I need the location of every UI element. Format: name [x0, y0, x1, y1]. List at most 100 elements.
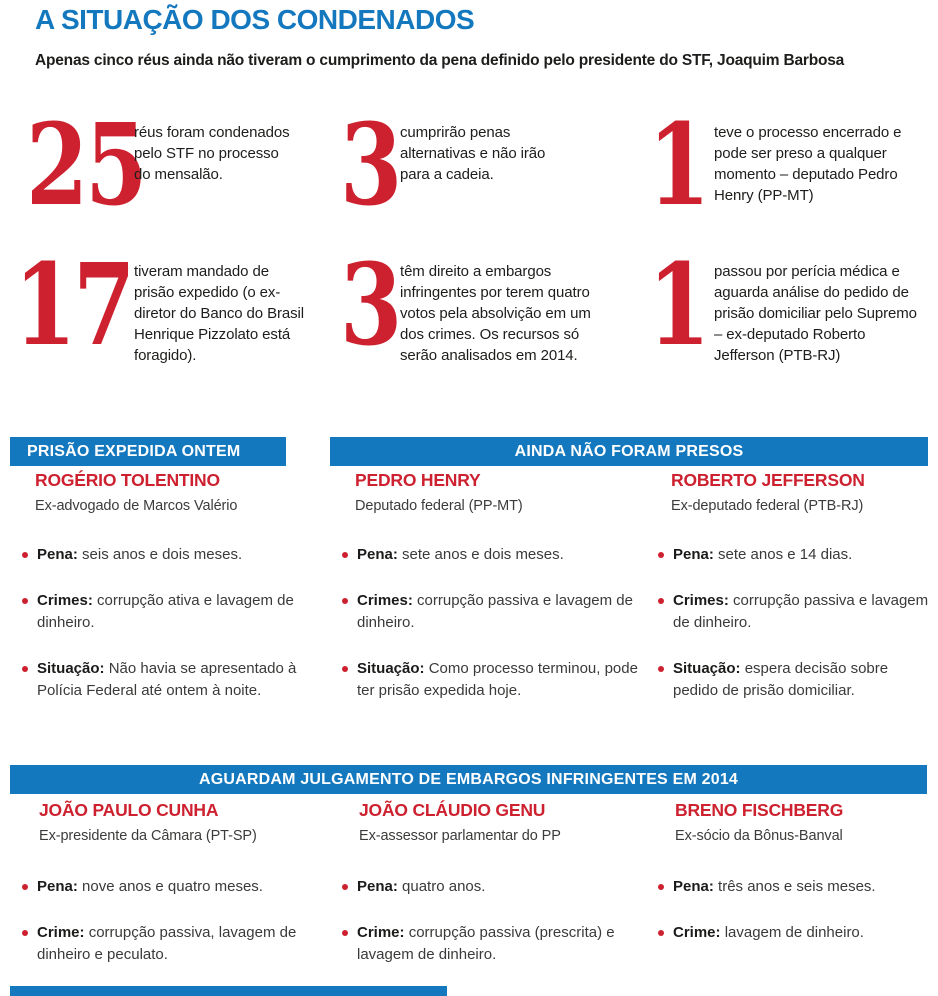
stat-text-medical-review: passou por perícia médica e aguarda anál… [714, 263, 917, 364]
bullet-label: Pena: [37, 878, 78, 895]
bullet-item-pena: Pena: seis anos e dois meses. [22, 544, 314, 566]
section-bar-embargos-2014: AGUARDAM JULGAMENTO DE EMBARGOS INFRINGE… [10, 765, 927, 794]
bullet-body: Pena: nove anos e quatro meses. [37, 876, 263, 898]
bullet-item-crime: Crime: corrupção passiva (prescrita) e l… [342, 922, 642, 966]
bullet-label: Crime: [673, 924, 721, 941]
bullet-label: Situação: [673, 660, 741, 677]
bullet-text: nove anos e quatro meses. [82, 878, 263, 895]
bullet-text: sete anos e dois meses. [402, 546, 564, 563]
bullet-dot-icon [342, 884, 348, 890]
bullet-label: Pena: [37, 546, 78, 563]
bullet-dot-icon [22, 552, 28, 558]
stat-number-case-closed: 1 [648, 100, 710, 231]
bullet-dot-icon [22, 598, 28, 604]
bullet-label: Crimes: [37, 592, 93, 609]
person-name: BRENO FISCHBERG [675, 800, 844, 820]
bullet-label: Pena: [673, 546, 714, 563]
bullet-label: Pena: [357, 878, 398, 895]
bullet-item-pena: Pena: três anos e seis meses. [658, 876, 934, 898]
stat-number-appeals: 3 [340, 240, 402, 371]
person-role: Ex-sócio da Bônus-Banval [675, 828, 843, 844]
bullet-item-crime: Crime: corrupção passiva, lavagem de din… [22, 922, 314, 966]
bullet-body: Pena: quatro anos. [357, 876, 485, 898]
person-role: Ex-assessor parlamentar do PP [359, 828, 561, 844]
bullet-item-crimes: Crimes: corrupção passiva e lavagem de d… [342, 590, 642, 634]
bullet-label: Crimes: [357, 592, 413, 609]
bullet-text: Não havia se apresentado à Polícia Feder… [37, 660, 297, 699]
bullet-item-pena: Pena: sete anos e 14 dias. [658, 544, 934, 566]
person-card-rogerio-tolentino: ROGÉRIO TOLENTINO Ex-advogado de Marcos … [22, 470, 314, 726]
stat-text-warrants: tiveram mandado de prisão expedido (o ex… [134, 263, 304, 364]
bullet-dot-icon [658, 930, 664, 936]
bullet-item-situacao: Situação: Não havia se apresentado à Pol… [22, 658, 314, 702]
bullet-dot-icon [658, 552, 664, 558]
bullet-text: corrupção passiva e lavagem de dinheiro. [357, 592, 633, 631]
bullet-label: Crime: [357, 924, 405, 941]
bullet-text: corrupção ativa e lavagem de dinheiro. [37, 592, 294, 631]
bullet-dot-icon [342, 666, 348, 672]
section-bar-prisao-expedida: PRISÃO EXPEDIDA ONTEM [10, 437, 286, 466]
person-name: ROBERTO JEFFERSON [671, 470, 865, 490]
stat-text-appeals: têm direito a embargos infringentes por … [400, 263, 591, 364]
bullet-body: Pena: seis anos e dois meses. [37, 544, 242, 566]
bullet-label: Crime: [37, 924, 85, 941]
bullet-item-pena: Pena: sete anos e dois meses. [342, 544, 642, 566]
stat-number-convicted: 25 [26, 100, 147, 231]
person-name: PEDRO HENRY [355, 470, 481, 490]
bullet-item-situacao: Situação: Como processo terminou, pode t… [342, 658, 642, 702]
page-subtitle: Apenas cinco réus ainda não tiveram o cu… [35, 52, 845, 69]
bullet-body: Crimes: corrupção ativa e lavagem de din… [37, 590, 314, 634]
bullet-text: quatro anos. [402, 878, 486, 895]
bullet-label: Pena: [357, 546, 398, 563]
bullet-item-crime: Crime: lavagem de dinheiro. [658, 922, 934, 944]
bullet-item-situacao: Situação: espera decisão sobre pedido de… [658, 658, 934, 702]
bullet-body: Situação: espera decisão sobre pedido de… [673, 658, 934, 702]
person-card-joao-claudio-genu: JOÃO CLÁUDIO GENU Ex-assessor parlamenta… [342, 800, 642, 990]
bullet-dot-icon [658, 666, 664, 672]
bullet-body: Crimes: corrupção passiva e lavagem de d… [357, 590, 642, 634]
bullet-text: espera decisão sobre pedido de prisão do… [673, 660, 889, 699]
person-card-roberto-jefferson: ROBERTO JEFFERSON Ex-deputado federal (P… [658, 470, 934, 726]
bullet-dot-icon [342, 598, 348, 604]
bullet-dot-icon [658, 884, 664, 890]
bullet-body: Pena: três anos e seis meses. [673, 876, 876, 898]
person-name: JOÃO PAULO CUNHA [39, 800, 219, 820]
bullet-label: Situação: [357, 660, 425, 677]
bullet-body: Crimes: corrupção passiva e lavagem de d… [673, 590, 934, 634]
bullet-body: Crime: corrupção passiva, lavagem de din… [37, 922, 314, 966]
stat-number-warrants: 17 [14, 240, 135, 371]
bullet-dot-icon [342, 552, 348, 558]
stat-text-case-closed: teve o processo encerrado e pode ser pre… [714, 124, 902, 204]
stat-number-alternative-penalties: 3 [340, 100, 402, 231]
person-name: JOÃO CLÁUDIO GENU [359, 800, 546, 820]
bullet-dot-icon [22, 930, 28, 936]
bullet-dot-icon [342, 930, 348, 936]
bullet-text: corrupção passiva (prescrita) e lavagem … [357, 924, 615, 963]
bullet-text: seis anos e dois meses. [82, 546, 243, 563]
bullet-text: lavagem de dinheiro. [724, 924, 864, 941]
person-name: ROGÉRIO TOLENTINO [35, 470, 220, 490]
bullet-item-crimes: Crimes: corrupção ativa e lavagem de din… [22, 590, 314, 634]
bullet-item-pena: Pena: quatro anos. [342, 876, 642, 898]
section-bar-ainda-nao-presos: AINDA NÃO FORAM PRESOS [330, 437, 928, 466]
person-role: Ex-presidente da Câmara (PT-SP) [39, 828, 257, 844]
bullet-list: Pena: sete anos e 14 dias. Crimes: corru… [658, 544, 934, 702]
page-title: A SITUAÇÃO DOS CONDENADOS [35, 4, 475, 35]
bullet-body: Pena: sete anos e 14 dias. [673, 544, 852, 566]
bullet-body: Crime: corrupção passiva (prescrita) e l… [357, 922, 642, 966]
bullet-dot-icon [22, 666, 28, 672]
bullet-list: Pena: quatro anos. Crime: corrupção pass… [342, 876, 642, 966]
bullet-body: Crime: lavagem de dinheiro. [673, 922, 864, 944]
bullet-text: sete anos e 14 dias. [718, 546, 853, 563]
bullet-body: Situação: Não havia se apresentado à Pol… [37, 658, 314, 702]
section-bar-partial-bottom [10, 986, 447, 996]
stat-text-convicted: réus foram condenados pelo STF no proces… [134, 124, 290, 183]
bullet-text: três anos e seis meses. [718, 878, 876, 895]
person-role: Deputado federal (PP-MT) [355, 498, 523, 514]
bullet-text: Como processo terminou, pode ter prisão … [357, 660, 638, 699]
person-card-joao-paulo-cunha: JOÃO PAULO CUNHA Ex-presidente da Câmara… [22, 800, 314, 990]
person-role: Ex-deputado federal (PTB-RJ) [671, 498, 864, 514]
bullet-text: corrupção passiva e lavagem de dinheiro. [673, 592, 929, 631]
person-role: Ex-advogado de Marcos Valério [35, 498, 238, 514]
